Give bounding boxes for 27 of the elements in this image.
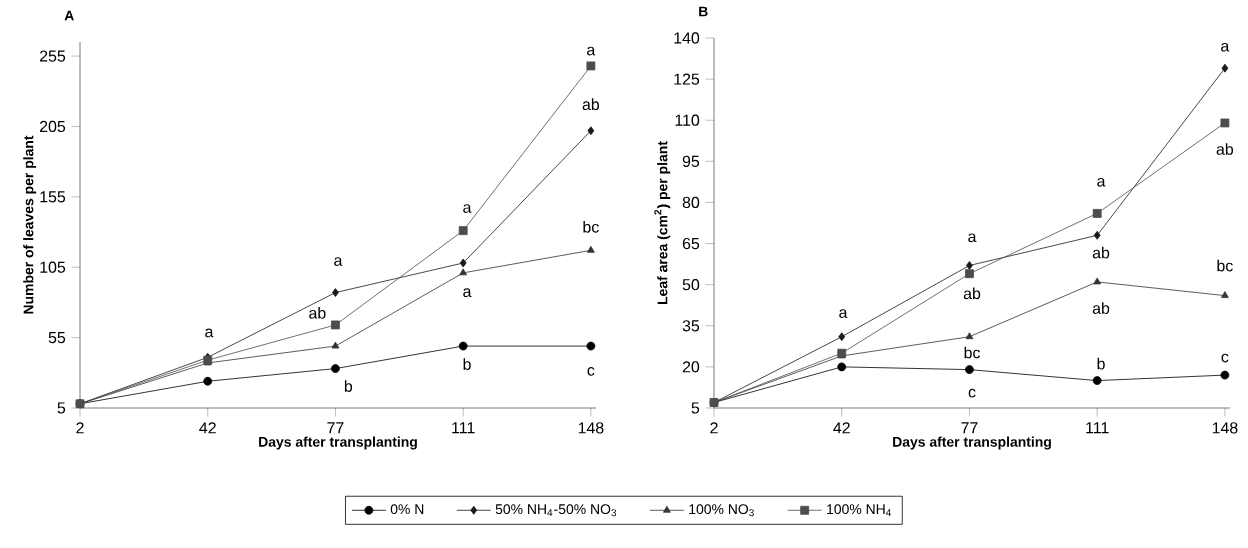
point [458,226,468,236]
point [587,126,595,136]
point [1093,230,1101,240]
point [965,365,974,375]
point [1220,118,1230,128]
point [331,341,340,349]
point [838,332,846,342]
point [965,269,974,279]
point [1092,376,1102,385]
point [966,261,973,270]
point [459,268,468,276]
point [837,362,847,372]
point [586,61,596,71]
point [1093,277,1102,285]
point [332,288,339,297]
point [1221,63,1229,73]
point [965,332,974,340]
point [1092,209,1102,218]
point [1220,370,1230,380]
point [1221,291,1229,299]
point [586,341,596,351]
point [331,364,340,373]
point [587,245,595,253]
point [459,258,467,268]
point [203,376,213,386]
point [331,320,340,330]
point [458,341,468,351]
